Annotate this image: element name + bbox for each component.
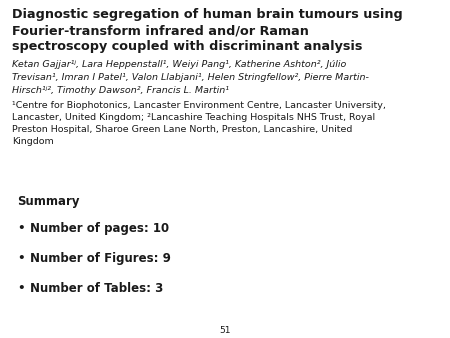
- Text: Diagnostic segregation of human brain tumours using: Diagnostic segregation of human brain tu…: [12, 8, 403, 21]
- Text: Summary: Summary: [17, 195, 80, 208]
- Text: Hirsch¹ʲ², Timothy Dawson², Francis L. Martin¹: Hirsch¹ʲ², Timothy Dawson², Francis L. M…: [12, 86, 229, 95]
- Text: 51: 51: [219, 326, 231, 335]
- Text: •: •: [17, 252, 25, 265]
- Text: Number of Figures: 9: Number of Figures: 9: [30, 252, 171, 265]
- Text: •: •: [17, 222, 25, 235]
- Text: Ketan Gajjar¹ʲ, Lara Heppenstall¹, Weiyi Pang¹, Katherine Ashton², Júlio: Ketan Gajjar¹ʲ, Lara Heppenstall¹, Weiyi…: [12, 60, 346, 69]
- Text: ¹Centre for Biophotonics, Lancaster Environment Centre, Lancaster University,: ¹Centre for Biophotonics, Lancaster Envi…: [12, 101, 386, 110]
- Text: •: •: [17, 282, 25, 295]
- Text: Trevisan¹, Imran I Patel¹, Valon Llabjani¹, Helen Stringfellow², Pierre Martin-: Trevisan¹, Imran I Patel¹, Valon Llabjan…: [12, 73, 369, 82]
- Text: spectroscopy coupled with discriminant analysis: spectroscopy coupled with discriminant a…: [12, 40, 362, 53]
- Text: Fourier-transform infrared and/or Raman: Fourier-transform infrared and/or Raman: [12, 24, 309, 37]
- Text: Preston Hospital, Sharoe Green Lane North, Preston, Lancashire, United: Preston Hospital, Sharoe Green Lane Nort…: [12, 125, 352, 134]
- Text: Number of pages: 10: Number of pages: 10: [30, 222, 169, 235]
- Text: Kingdom: Kingdom: [12, 137, 54, 146]
- Text: Lancaster, United Kingdom; ²Lancashire Teaching Hospitals NHS Trust, Royal: Lancaster, United Kingdom; ²Lancashire T…: [12, 113, 375, 122]
- Text: Number of Tables: 3: Number of Tables: 3: [30, 282, 163, 295]
